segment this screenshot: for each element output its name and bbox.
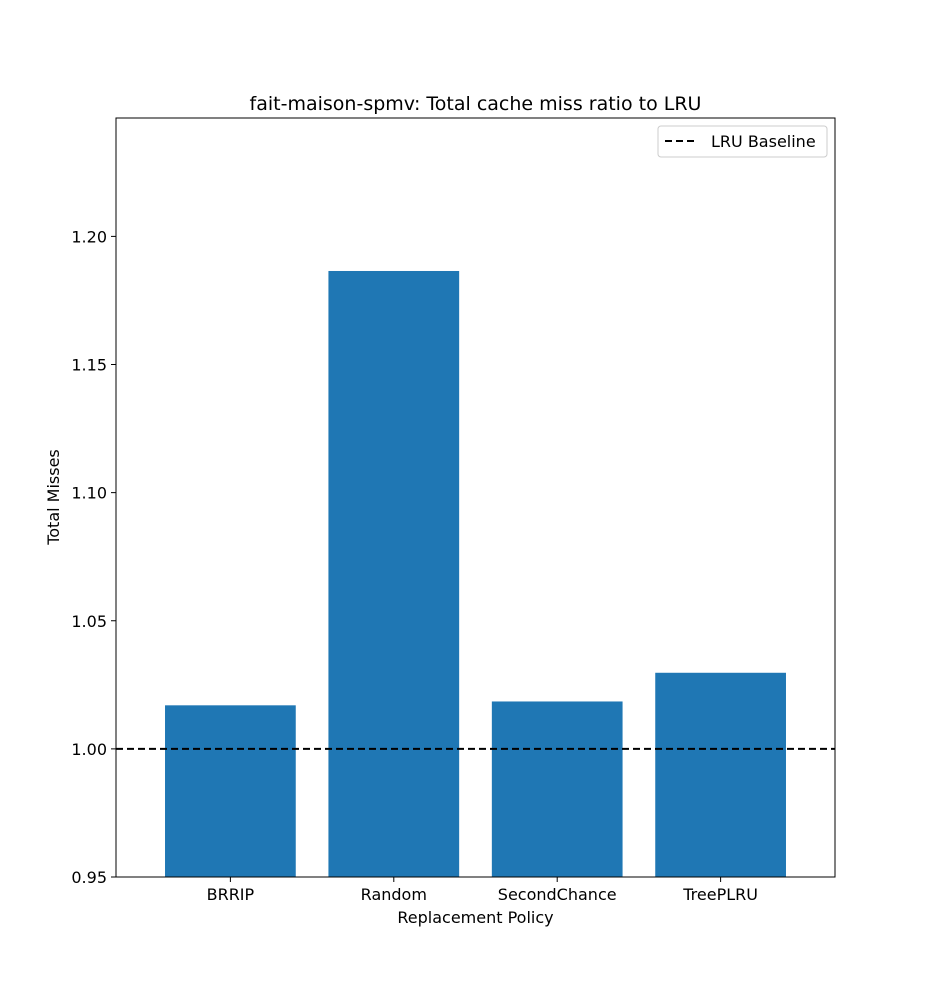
x-tick-label: SecondChance: [498, 885, 617, 904]
chart-title: fait-maison-spmv: Total cache miss ratio…: [250, 93, 702, 115]
bar-treeplru: [655, 672, 786, 877]
x-tick-label: BRRIP: [207, 885, 255, 904]
y-tick-label: 1.10: [71, 484, 107, 503]
axes-frame: [115, 117, 836, 878]
y-tick-label: 1.20: [71, 227, 107, 246]
y-axis-label: Total Misses: [44, 449, 63, 546]
bar-random: [328, 270, 460, 878]
legend: LRU Baseline: [657, 125, 828, 158]
bar-secondchance: [491, 701, 623, 877]
x-tick-label: Random: [361, 885, 427, 904]
plot-area: 0.95 1.00 1.05 1.10 1.15 1.20 BRRIP Random Secon…: [71, 117, 836, 904]
x-tick-label: TreePLRU: [682, 885, 758, 904]
legend-label-lru-baseline: LRU Baseline: [711, 132, 816, 151]
x-axis-label: Replacement Policy: [397, 908, 553, 927]
legend-box: [657, 125, 828, 158]
y-tick-label: 1.05: [71, 612, 107, 631]
y-tick-label: 0.95: [71, 868, 107, 887]
y-tick-label: 1.15: [71, 356, 107, 375]
y-tick-label: 1.00: [71, 740, 107, 759]
bar-brrip: [165, 705, 296, 877]
